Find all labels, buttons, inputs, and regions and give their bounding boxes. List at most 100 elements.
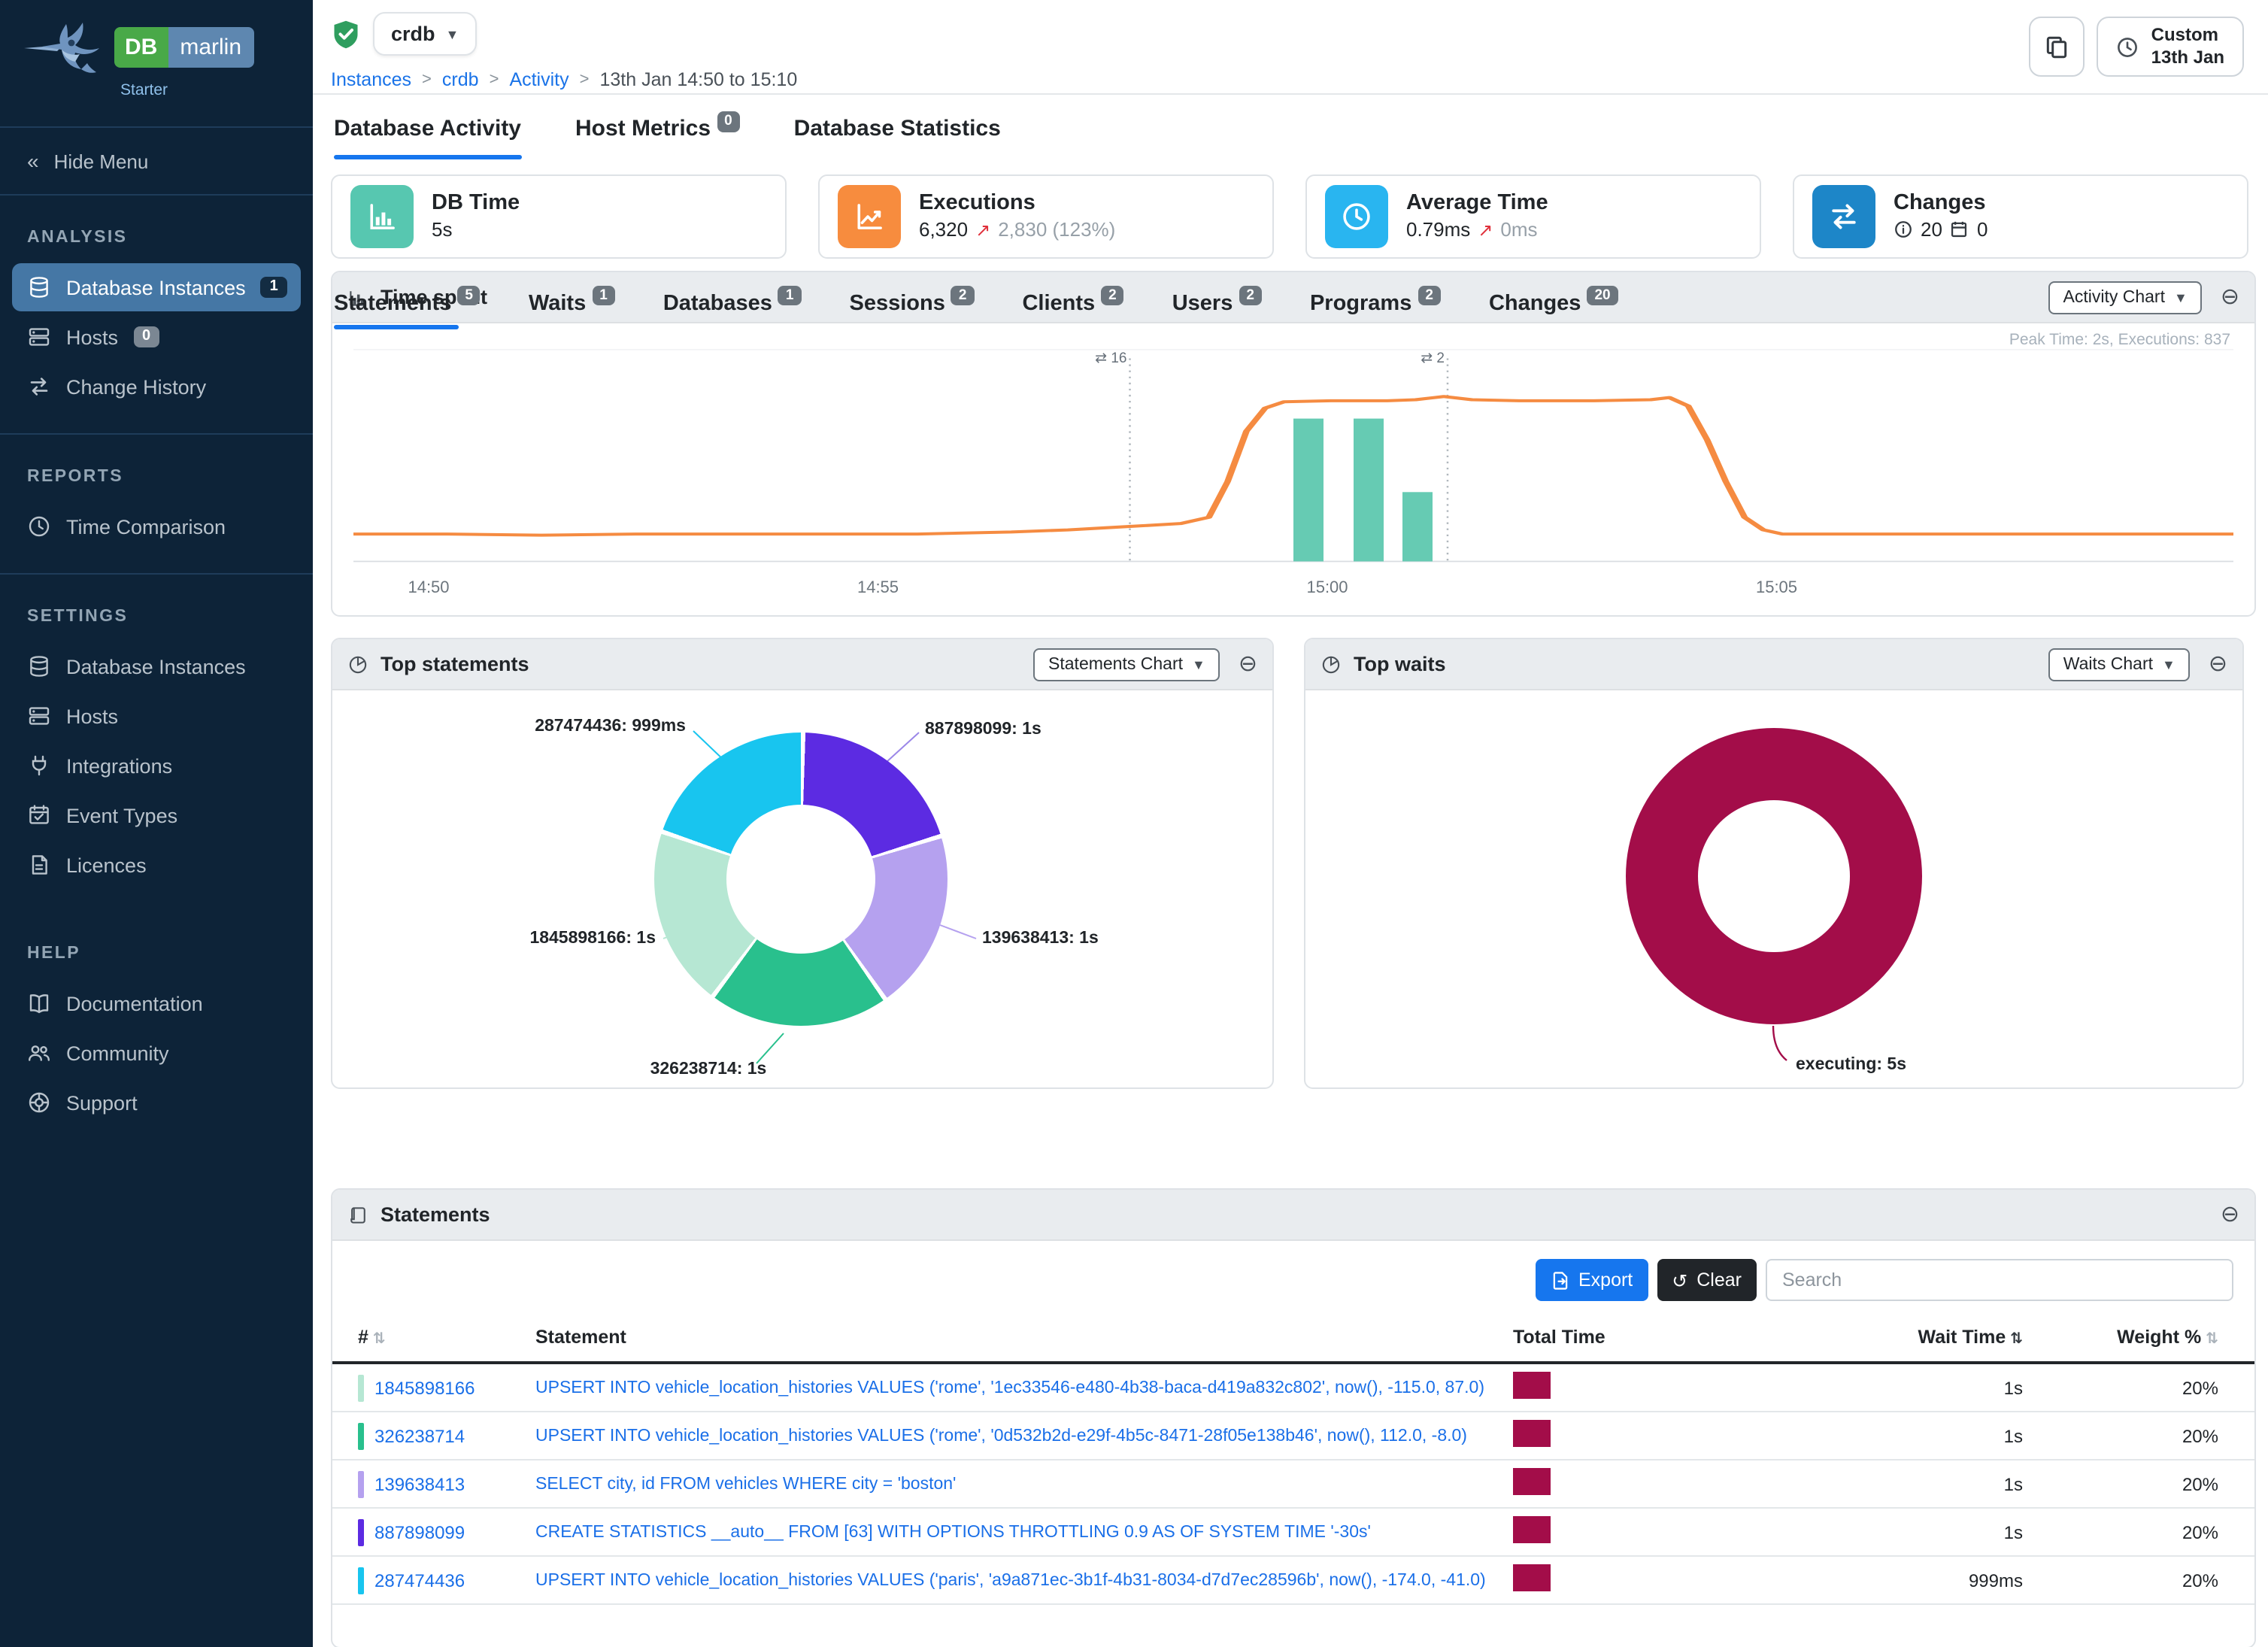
clear-button[interactable]: ↺ Clear: [1657, 1259, 1757, 1301]
sidebar-item-documentation[interactable]: Documentation: [12, 979, 301, 1027]
tab-database-activity[interactable]: Database Activity: [334, 116, 521, 159]
sidebar-item-database-instances[interactable]: Database Instances 1: [12, 263, 301, 311]
waits-chart-select[interactable]: Waits Chart ▼: [2048, 648, 2191, 681]
sidebar-section-help: HELP Documentation Community Support: [0, 911, 313, 1149]
licence-icon: [27, 853, 51, 877]
tab-statements[interactable]: Statements 5: [334, 285, 481, 329]
statement-cell: UPSERT INTO vehicle_location_histories V…: [535, 1379, 1513, 1397]
search-input[interactable]: [1766, 1259, 2233, 1301]
export-label: Export: [1578, 1269, 1633, 1291]
sidebar-item-hosts[interactable]: Hosts: [12, 692, 301, 740]
sidebar-item-label: Documentation: [66, 992, 203, 1015]
statement-link[interactable]: SELECT city, id FROM vehicles WHERE city…: [535, 1475, 957, 1493]
breadcrumb-instances[interactable]: Instances: [331, 69, 412, 90]
collapse-icon[interactable]: ⊖: [1238, 651, 1257, 677]
statement-link[interactable]: UPSERT INTO vehicle_location_histories V…: [535, 1379, 1484, 1397]
weight-cell: 20%: [2182, 1425, 2218, 1446]
sidebar-item-support[interactable]: Support: [12, 1078, 301, 1127]
statement-link[interactable]: CREATE STATISTICS __auto__ FROM [63] WIT…: [535, 1523, 1371, 1541]
sidebar-section-title: REPORTS: [27, 468, 123, 486]
table-header: # ⇅ Statement Total Time Wait Time ⇅ Weigh…: [332, 1313, 2254, 1364]
table-row: 1845898166 UPSERT INTO vehicle_location_h…: [332, 1364, 2254, 1412]
time-range-date: 13th Jan: [2151, 47, 2224, 68]
tab-changes[interactable]: Changes 20: [1488, 285, 1618, 329]
tab-waits[interactable]: Waits 1: [529, 285, 615, 329]
kpi-title: DB Time: [432, 191, 520, 215]
sidebar: DB marlin Starter « Hide Menu ANALYSIS Da…: [0, 0, 313, 1647]
statement-color-chip: [358, 1374, 364, 1401]
time-spent-chart[interactable]: ⇄ 16 ⇄ 2: [353, 344, 2233, 570]
people-icon: [27, 1041, 51, 1065]
top-statements-panel: Top statements Statements Chart ▼ ⊖ 2874…: [331, 638, 1274, 1089]
tab-database-statistics[interactable]: Database Statistics: [794, 116, 1001, 159]
statement-id-link[interactable]: 287474436: [374, 1570, 465, 1591]
x-axis-tick: 15:00: [1306, 579, 1348, 597]
sort-icon: ⇅: [2206, 1331, 2218, 1348]
breadcrumb-separator-icon: >: [422, 71, 432, 89]
sidebar-item-hosts[interactable]: Hosts 0: [12, 313, 301, 361]
copy-link-button[interactable]: [2029, 17, 2085, 77]
wait-time-cell: 1s: [2003, 1425, 2023, 1446]
statement-link[interactable]: UPSERT INTO vehicle_location_histories V…: [535, 1571, 1486, 1589]
tab-label: Sessions: [849, 291, 945, 315]
sidebar-item-change-history[interactable]: Change History: [12, 362, 301, 411]
statement-link[interactable]: UPSERT INTO vehicle_location_histories V…: [535, 1427, 1467, 1445]
hide-menu-button[interactable]: « Hide Menu: [0, 126, 313, 196]
collapse-icon[interactable]: ⊖: [2220, 284, 2239, 310]
donut-label: executing: 5s: [1796, 1056, 1906, 1074]
col-wait-time[interactable]: Wait Time ⇅: [1918, 1327, 2023, 1348]
activity-chart-select[interactable]: Activity Chart ▼: [2048, 281, 2203, 314]
time-range-mode: Custom: [2151, 24, 2218, 45]
statement-id-link[interactable]: 326238714: [374, 1425, 465, 1446]
statement-cell: UPSERT INTO vehicle_location_histories V…: [535, 1571, 1513, 1589]
sidebar-item-time-comparison[interactable]: Time Comparison: [12, 502, 301, 551]
table-row: 887898099 CREATE STATISTICS __auto__ FROM…: [332, 1509, 2254, 1557]
brand-db: DB: [114, 26, 168, 67]
export-button[interactable]: Export: [1535, 1259, 1648, 1301]
col-id[interactable]: # ⇅: [358, 1327, 386, 1348]
statements-chart-select[interactable]: Statements Chart ▼: [1033, 648, 1220, 681]
statement-cell: SELECT city, id FROM vehicles WHERE city…: [535, 1475, 1513, 1493]
tab-host-metrics[interactable]: Host Metrics 0: [575, 111, 740, 159]
server-icon: [27, 704, 51, 728]
sidebar-item-integrations[interactable]: Integrations: [12, 742, 301, 790]
tab-label: Databases: [663, 291, 772, 315]
collapse-icon[interactable]: ⊖: [2220, 1202, 2239, 1227]
statement-id-link[interactable]: 1845898166: [374, 1377, 475, 1398]
sidebar-item-licences[interactable]: Licences: [12, 841, 301, 889]
top-waits-donut[interactable]: [1626, 728, 1922, 1024]
sidebar-item-community[interactable]: Community: [12, 1029, 301, 1077]
col-total-time[interactable]: Total Time: [1513, 1327, 1605, 1348]
collapse-icon[interactable]: ⊖: [2208, 651, 2227, 677]
tab-clients[interactable]: Clients 2: [1022, 285, 1124, 329]
tab-badge: 1: [592, 285, 615, 305]
breadcrumb-13th-jan-14:50-to-15:10: 13th Jan 14:50 to 15:10: [599, 69, 798, 90]
statements-table-panel: Statements ⊖ Export ↺ Clear #⇅ Statement…: [331, 1188, 2256, 1647]
sidebar-item-event-types[interactable]: Event Types: [12, 791, 301, 839]
tab-badge: 1: [778, 285, 802, 305]
tab-users[interactable]: Users 2: [1172, 285, 1262, 329]
time-range-button[interactable]: Custom 13th Jan: [2097, 17, 2244, 77]
kpi-title: Average Time: [1406, 191, 1548, 215]
col-weight[interactable]: Weight % ⇅: [2117, 1327, 2218, 1348]
breadcrumb-activity[interactable]: Activity: [509, 69, 569, 90]
breadcrumb-crdb[interactable]: crdb: [441, 69, 479, 90]
col-statement[interactable]: Statement: [535, 1327, 626, 1348]
kpi-executions: Executions 6,320 ↗ 2,830 (123%): [818, 174, 1274, 258]
statement-id-link[interactable]: 139638413: [374, 1473, 465, 1494]
support-icon: [27, 1090, 51, 1115]
sidebar-item-database-instances[interactable]: Database Instances: [12, 642, 301, 690]
tab-label: Changes: [1488, 291, 1581, 315]
table-row: 326238714 UPSERT INTO vehicle_location_hi…: [332, 1412, 2254, 1460]
statement-color-chip: [358, 1422, 364, 1449]
tab-badge: 2: [1239, 285, 1262, 305]
instance-selector[interactable]: crdb ▼: [373, 12, 478, 56]
tab-sessions[interactable]: Sessions 2: [849, 285, 975, 329]
chevron-down-icon: ▼: [2174, 290, 2188, 305]
statement-id-link[interactable]: 887898099: [374, 1521, 465, 1542]
tab-programs[interactable]: Programs 2: [1310, 285, 1441, 329]
sidebar-item-label: Event Types: [66, 804, 178, 827]
top-statements-donut[interactable]: [654, 733, 948, 1026]
tab-databases[interactable]: Databases 1: [663, 285, 802, 329]
statement-id-cell: 1845898166: [358, 1374, 535, 1401]
